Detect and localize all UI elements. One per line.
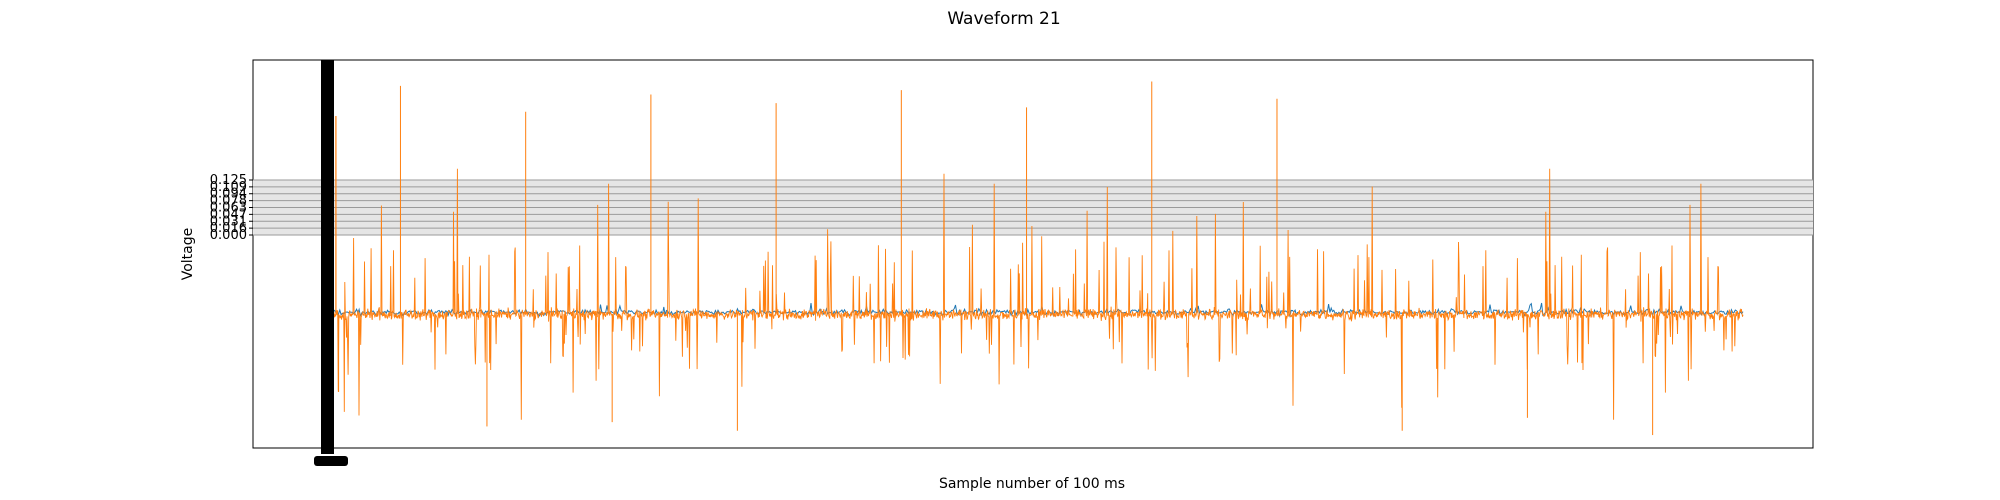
grid-layer (253, 179, 1813, 236)
y-axis-ticks: 0.0000.0160.0310.0470.0630.0780.0940.109… (210, 173, 253, 243)
chart-title: Waveform 21 (947, 9, 1060, 29)
marker-layer (314, 60, 348, 466)
y-tick-label: 0.125 (210, 173, 247, 188)
series-layer (322, 81, 1744, 436)
y-tick-label: 0.047 (210, 207, 247, 222)
plot-area (252, 59, 1814, 449)
y-tick-label: 0.078 (210, 194, 247, 209)
y-tick-label: 0.094 (210, 187, 247, 202)
y-tick-label: 0.031 (210, 214, 247, 229)
x-tick-label-cluster (314, 456, 348, 466)
series-line-orange (322, 168, 1744, 420)
y-tick-label: 0.016 (210, 221, 247, 236)
x-tick-cluster (321, 60, 334, 454)
x-axis-label: Sample number of 100 ms (939, 476, 1125, 492)
y-tick-label: 0.109 (210, 180, 247, 195)
y-tick-label: 0.000 (210, 228, 247, 243)
y-axis-label: Voltage (180, 228, 196, 281)
y-tick-label: 0.063 (210, 201, 247, 216)
